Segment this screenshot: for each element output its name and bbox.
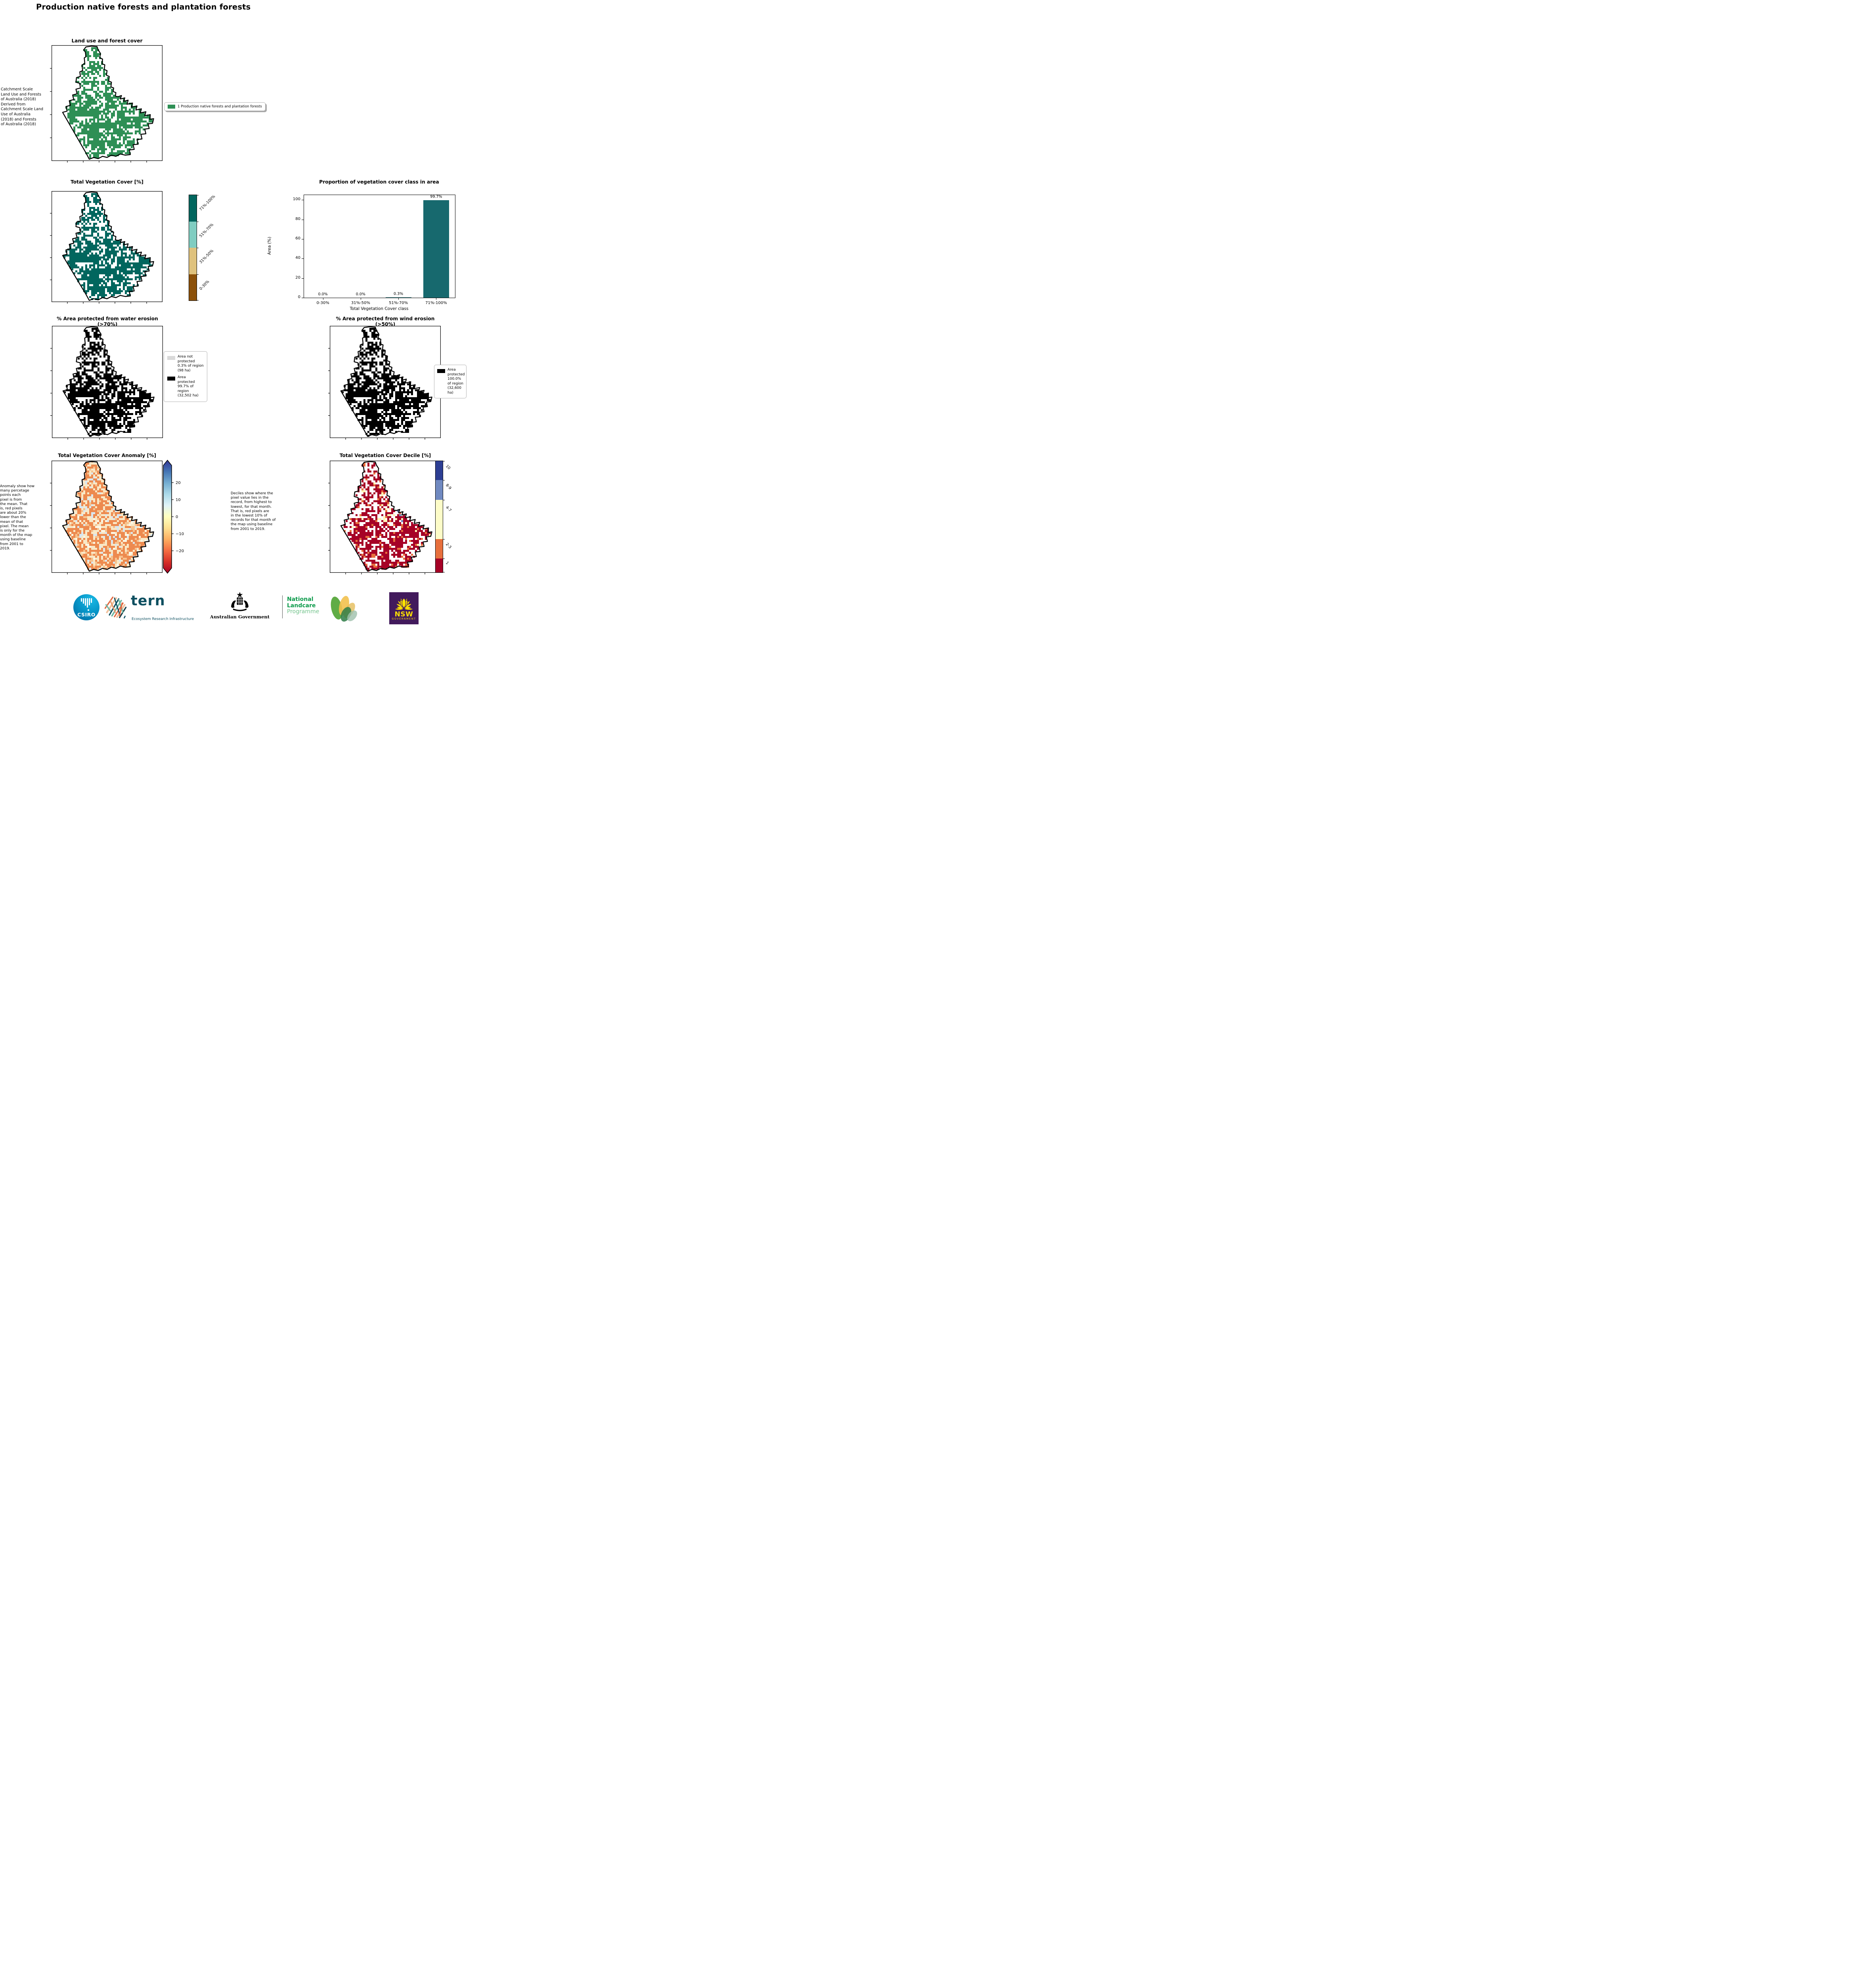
- wind-area-protected-swatch: [437, 369, 445, 373]
- area-protected-label: Area protected 99.7% of region (32,502 h…: [178, 375, 199, 398]
- nsw-government-logo: NSW GOVERNMENT: [389, 592, 419, 624]
- land-use-legend-swatch: [168, 105, 175, 109]
- y-tick-label: 40: [295, 256, 300, 260]
- colorbar-class-label: 10: [445, 464, 451, 471]
- tvc-map: [50, 191, 163, 304]
- bar: [385, 297, 411, 298]
- water-erosion-panel-title: % Area protected from water erosion (>70…: [57, 316, 158, 327]
- legend-entry-area-not-protected: Area not protected 0.3% of region (98 ha…: [167, 355, 204, 373]
- svg-text:−20: −20: [176, 549, 184, 553]
- anomaly-map: [50, 461, 163, 574]
- csiro-waveform-icon: [73, 598, 99, 608]
- svg-text:20: 20: [176, 481, 181, 485]
- colorbar-tick: [197, 274, 199, 275]
- nsw-wordmark: NSW: [394, 610, 413, 618]
- footer-divider: [282, 595, 283, 618]
- water-erosion-legend: Area not protected 0.3% of region (98 ha…: [164, 351, 207, 402]
- tern-wordmark: tern: [131, 593, 165, 609]
- anomaly-side-note: Anomaly show how many percetage points e…: [0, 484, 35, 551]
- csiro-logo: CSIRO: [73, 594, 99, 620]
- page-title: Production native forests and plantation…: [36, 2, 251, 11]
- land-use-legend-label: 1 Production native forests and plantati…: [178, 105, 262, 109]
- water-erosion-map: [50, 326, 163, 440]
- decile-panel-title: Total Vegetation Cover Decile [%]: [339, 453, 431, 458]
- decile-colorbar: 10 8-9 4-7 2-3 1: [435, 461, 452, 573]
- decile-side-note: Deciles show where the pixel value lies …: [231, 492, 276, 531]
- y-tick-label: 100: [293, 197, 300, 202]
- svg-text:10: 10: [176, 498, 181, 502]
- colorbar-class-label: 51%-70%: [199, 222, 215, 239]
- anomaly-colorbar: 20 10 0 −10 −20: [163, 459, 191, 574]
- australian-government-crest-icon: [228, 591, 252, 615]
- y-tick-label: 20: [295, 275, 300, 280]
- colorbar-class-label: 31%-50%: [199, 249, 215, 265]
- csiro-wordmark: CSIRO: [77, 612, 96, 618]
- x-tick-label: 51%-70%: [389, 301, 408, 305]
- y-tick: [302, 258, 304, 259]
- x-tick-label: 0-30%: [316, 301, 329, 305]
- wind-erosion-map: [328, 326, 441, 440]
- y-tick-label: 80: [295, 216, 300, 221]
- anomaly-panel-title: Total Vegetation Cover Anomaly [%]: [58, 453, 156, 458]
- csiro-dot-icon: [88, 609, 89, 611]
- y-axis-label: Area (%): [267, 237, 272, 255]
- area-protected-swatch: [167, 377, 175, 381]
- x-axis-label: Total Vegetation Cover class: [350, 306, 409, 311]
- colorbar-class-label: 71%-100%: [199, 194, 216, 212]
- colorbar-class-label: 4-7: [445, 505, 452, 513]
- nsw-waratah-icon: [389, 593, 419, 613]
- legend-entry-area-protected: Area protected 99.7% of region (32,502 h…: [167, 375, 204, 398]
- bar-value-label: 0.3%: [394, 292, 404, 297]
- wind-erosion-legend: Area protected 100.0% of region (32,600 …: [434, 365, 467, 398]
- landcare-line1: National: [287, 596, 314, 603]
- bar-value-label: 0.0%: [318, 292, 328, 297]
- bar-value-label: 99.7%: [430, 195, 442, 199]
- colorbar-class-label: 0-30%: [199, 279, 210, 291]
- tern-subtitle: Ecosystem Research Infrastructure: [132, 617, 194, 621]
- proportion-chart-title: Proportion of vegetation cover class in …: [319, 179, 439, 185]
- colorbar-class-label: 2-3: [445, 542, 452, 549]
- bar: [423, 200, 449, 298]
- colorbar-tick: [443, 539, 445, 540]
- y-tick-label: 0: [298, 295, 300, 299]
- proportion-bar-chart: 0.0% 0-30% 0.0% 31%-50% 0.3% 51%-70% 99.7% 71%-…: [293, 195, 455, 305]
- decile-map: [328, 461, 441, 574]
- colorbar-class-label: 8-9: [445, 483, 452, 491]
- landcare-leaves-icon: [326, 592, 361, 626]
- tern-australia-icon: [101, 594, 129, 621]
- land-use-map: [50, 45, 163, 163]
- landcare-line3: Programme: [287, 608, 319, 615]
- national-landcare-wordmark: National Landcare Programme: [287, 596, 319, 615]
- area-not-protected-swatch: [167, 356, 175, 360]
- x-tick-label: 31%-50%: [351, 301, 370, 305]
- land-use-side-note: Catchment Scale Land Use and Forests of …: [1, 87, 44, 127]
- land-use-legend: 1 Production native forests and plantati…: [164, 102, 266, 111]
- landcare-line2: Landcare: [287, 602, 316, 609]
- wind-erosion-panel-title: % Area protected from wind erosion (>50%…: [336, 316, 435, 327]
- y-tick-label: 60: [295, 236, 300, 241]
- wind-area-protected-label: Area protected 100.0% of region (32,600 …: [447, 368, 465, 395]
- x-tick: [398, 298, 399, 300]
- nsw-government-label: GOVERNMENT: [392, 618, 416, 620]
- tvc-class-colorbar: 71%-100% 51%-70% 31%-50% 0-30%: [189, 194, 216, 301]
- report-page: Production native forests and plantation…: [0, 0, 469, 626]
- land-use-panel-title: Land use and forest cover: [71, 38, 143, 44]
- bar-value-label: 0.0%: [356, 292, 365, 297]
- y-tick: [302, 278, 304, 279]
- svg-text:0: 0: [176, 515, 178, 519]
- svg-text:−10: −10: [176, 532, 184, 536]
- colorbar-class-label: 1: [445, 561, 450, 566]
- x-tick-label: 71%-100%: [425, 301, 447, 305]
- legend-entry-wind-area-protected: Area protected 100.0% of region (32,600 …: [437, 368, 465, 395]
- area-not-protected-label: Area not protected 0.3% of region (98 ha…: [178, 355, 204, 373]
- australian-government-label: Australian Government: [210, 614, 270, 620]
- tvc-panel-title: Total Vegetation Cover [%]: [70, 179, 144, 185]
